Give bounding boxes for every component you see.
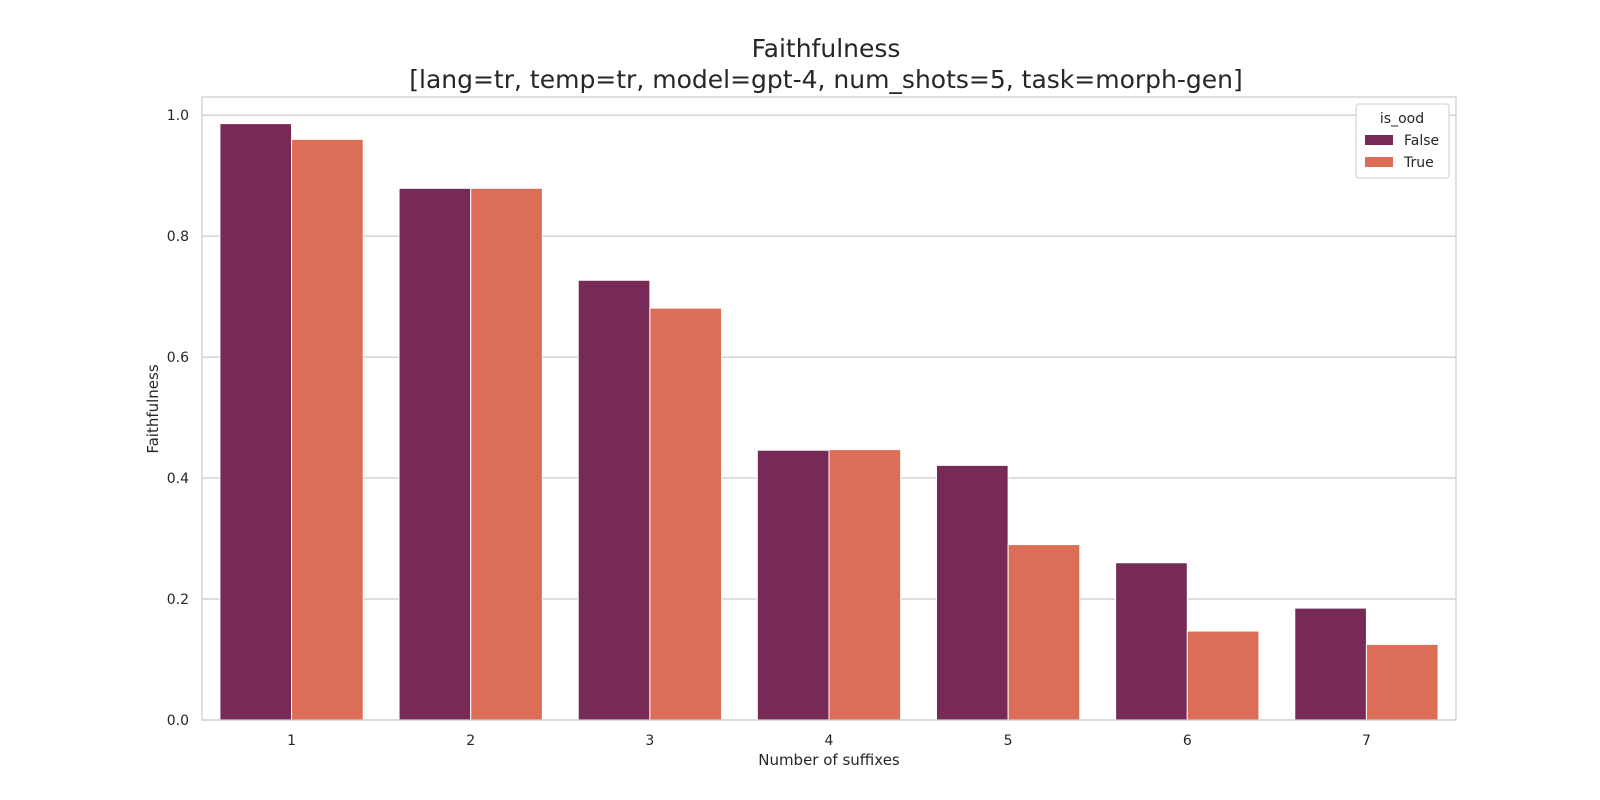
y-tick-label: 0.0 bbox=[167, 713, 189, 729]
bar-false-2 bbox=[398, 187, 472, 721]
bar-true-1 bbox=[291, 138, 364, 721]
plot-frame bbox=[201, 96, 1457, 721]
x-tick-label: 4 bbox=[825, 733, 834, 749]
y-tick-label: 1.0 bbox=[167, 108, 189, 124]
y-tick-label: 0.6 bbox=[167, 350, 189, 366]
chart-subtitle: [lang=tr, temp=tr, model=gpt-4, num_shot… bbox=[409, 65, 1243, 94]
legend-label-false: False bbox=[1404, 133, 1439, 149]
bar-true-2 bbox=[470, 187, 543, 721]
y-tick-labels: 0.0 0.2 0.4 0.6 0.8 1.0 bbox=[167, 108, 189, 729]
bar-true-4 bbox=[828, 449, 902, 721]
bars bbox=[219, 123, 1439, 721]
bar-false-1 bbox=[219, 123, 293, 721]
legend: is_ood False True bbox=[1355, 103, 1450, 179]
y-axis-label: Faithfulness bbox=[144, 364, 162, 454]
chart-title: Faithfulness bbox=[752, 34, 901, 63]
y-tick-label: 0.2 bbox=[167, 592, 189, 608]
x-tick-label: 7 bbox=[1362, 733, 1371, 749]
bar-true-3 bbox=[649, 307, 723, 721]
y-tick-label: 0.4 bbox=[167, 471, 189, 487]
bar-true-6 bbox=[1186, 630, 1260, 721]
bar-false-3 bbox=[577, 279, 651, 721]
x-tick-label: 3 bbox=[645, 733, 654, 749]
bar-true-7 bbox=[1365, 643, 1439, 721]
x-tick-label: 6 bbox=[1183, 733, 1192, 749]
legend-swatch-true bbox=[1365, 157, 1393, 167]
bar-false-6 bbox=[1115, 562, 1188, 721]
bar-true-5 bbox=[1007, 544, 1081, 721]
x-tick-label: 2 bbox=[466, 733, 475, 749]
x-tick-labels: 1 2 3 4 5 6 7 bbox=[287, 733, 1371, 749]
legend-swatch-false bbox=[1365, 135, 1393, 145]
x-axis-label: Number of suffixes bbox=[758, 751, 900, 769]
y-tick-label: 0.8 bbox=[167, 229, 189, 245]
bar-false-4 bbox=[756, 449, 830, 721]
x-tick-label: 1 bbox=[287, 733, 296, 749]
x-tick-label: 5 bbox=[1004, 733, 1013, 749]
bar-false-5 bbox=[935, 464, 1009, 721]
bar-false-7 bbox=[1294, 607, 1367, 721]
legend-title: is_ood bbox=[1380, 111, 1424, 127]
legend-label-true: True bbox=[1403, 155, 1434, 171]
